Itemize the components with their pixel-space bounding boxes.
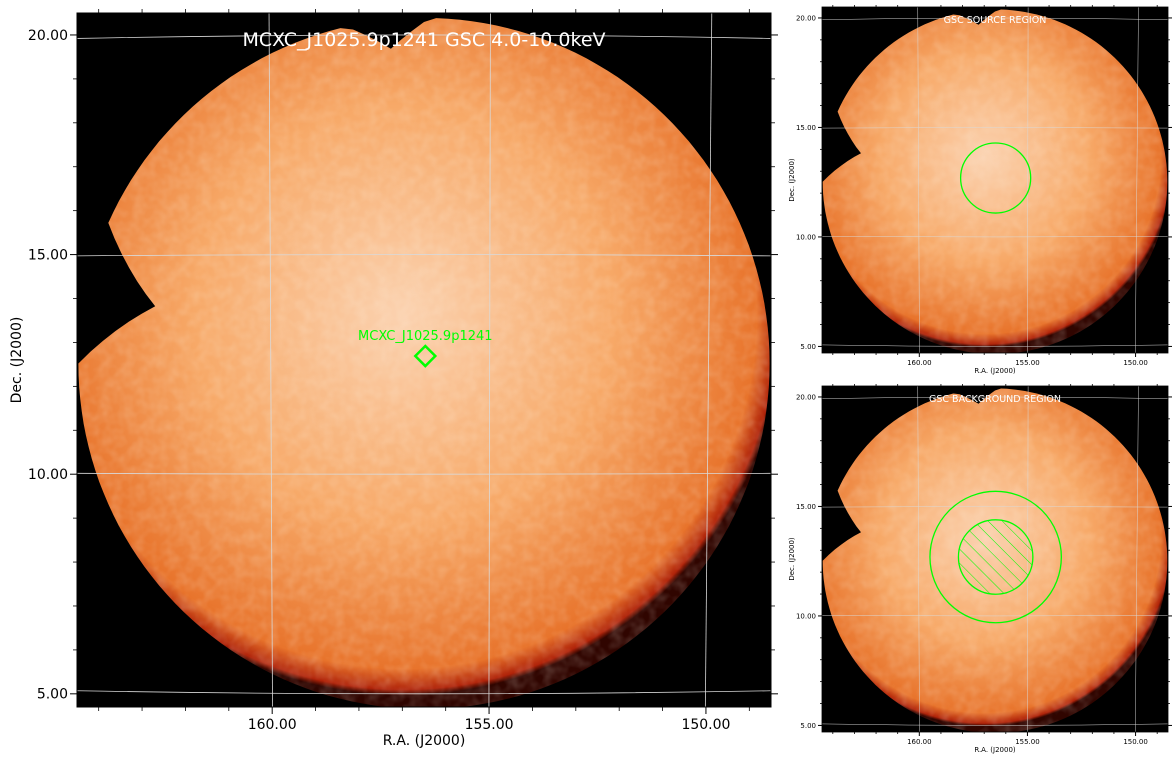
background-y-tick-label: 20.00	[796, 393, 816, 401]
main-y-tick-label: 15.00	[28, 247, 68, 263]
main-source-markers: MCXC_J1025.9p1241	[358, 329, 493, 368]
source-grid-dec-line	[822, 344, 1168, 347]
main-x-tick-label: 150.00	[681, 717, 730, 733]
source-grid-ra-line	[917, 7, 920, 353]
main-grid-ra-line	[488, 13, 491, 707]
source-title: GSC SOURCE REGION	[944, 15, 1047, 26]
source-count-map-disc	[822, 9, 1168, 353]
main-coordinate-grid	[77, 13, 771, 707]
source-axes-frame	[821, 6, 1169, 354]
main-x-tick-label: 160.00	[248, 717, 297, 733]
source-x-tick-label: 155.00	[1015, 359, 1040, 367]
source-region-panel: 160.00 155.00 150.00 5.00 10.00 15.00 20.00 GS…	[788, 5, 1172, 375]
source-y-tick-label: 15.00	[796, 124, 816, 132]
source-regions	[959, 142, 1032, 214]
background-regions	[929, 490, 1062, 624]
main-count-map-disc	[78, 18, 770, 707]
main-grid-dec-line	[77, 690, 771, 695]
source-tick-labels: 160.00 155.00 150.00 5.00 10.00 15.00 20.00	[796, 14, 1148, 367]
main-axes-frame	[76, 12, 772, 708]
background-annulus-outer-circle	[929, 490, 1062, 624]
background-x-tick-label: 150.00	[1123, 738, 1148, 746]
main-grid-ra-line	[704, 13, 713, 707]
source-marker-label: MCXC_J1025.9p1241	[358, 329, 493, 344]
source-x-tick-label: 150.00	[1123, 359, 1148, 367]
source-diamond-marker	[413, 344, 438, 368]
source-y-tick-label: 20.00	[796, 14, 816, 22]
source-grid-dec-line	[822, 17, 1168, 20]
background-grid-dec-line	[822, 723, 1168, 726]
source-disc-noise	[822, 9, 1168, 353]
background-grid-dec-line	[822, 396, 1168, 399]
main-grid-ra-line	[268, 13, 273, 707]
background-y-tick-label: 15.00	[796, 503, 816, 511]
main-disc-noise	[78, 18, 770, 707]
source-grid-ra-line	[1135, 7, 1139, 353]
background-region-panel: 160.00 155.00 150.00 5.00 10.00 15.00 20.00 GS…	[788, 384, 1172, 754]
source-y-tick-label: 10.00	[796, 233, 816, 241]
background-tick-labels: 160.00 155.00 150.00 5.00 10.00 15.00 20.00	[796, 393, 1148, 746]
main-y-tick-label: 5.00	[37, 687, 68, 703]
main-ylabel: Dec. (J2000)	[9, 317, 25, 404]
main-tick-marks	[70, 9, 778, 714]
background-y-tick-label: 5.00	[800, 722, 816, 730]
source-x-tick-label: 160.00	[907, 359, 932, 367]
background-y-tick-label: 10.00	[796, 612, 816, 620]
background-grid-ra-line	[1135, 386, 1139, 732]
main-y-tick-label: 20.00	[28, 28, 68, 44]
background-grid-dec-line	[822, 506, 1168, 508]
background-x-tick-label: 160.00	[907, 738, 932, 746]
background-ylabel: Dec. (J2000)	[788, 537, 796, 581]
source-y-tick-label: 5.00	[800, 343, 816, 351]
background-grid-ra-line	[917, 386, 920, 732]
source-grid-dec-line	[822, 127, 1168, 129]
background-tick-marks	[818, 384, 1172, 736]
source-ylabel: Dec. (J2000)	[788, 158, 796, 202]
background-axes-frame	[821, 385, 1169, 733]
main-grid-dec-line	[77, 34, 771, 39]
main-y-tick-label: 10.00	[28, 467, 68, 483]
main-grid-dec-line	[77, 254, 771, 257]
main-skymap-panel: 160.00 155.00 150.00 5.00 10.00 15.00 20.00 MC…	[9, 9, 778, 749]
background-title: GSC BACKGROUND REGION	[929, 394, 1061, 405]
background-coordinate-grid	[822, 386, 1168, 732]
main-tick-labels: 160.00 155.00 150.00 5.00 10.00 15.00 20.00	[28, 28, 731, 733]
background-excluded-inner-circle	[957, 519, 1034, 595]
source-tick-marks	[818, 5, 1172, 357]
main-x-tick-label: 155.00	[465, 717, 514, 733]
source-grid-ra-line	[1027, 7, 1029, 353]
background-x-tick-label: 155.00	[1015, 738, 1040, 746]
main-title: MCXC_J1025.9p1241 GSC 4.0-10.0keV	[242, 29, 605, 51]
source-xlabel: R.A. (J2000)	[974, 367, 1016, 375]
source-coordinate-grid	[822, 7, 1168, 353]
source-region-circle	[959, 142, 1032, 214]
main-xlabel: R.A. (J2000)	[383, 733, 466, 749]
main-grid-dec-line	[77, 472, 771, 475]
background-xlabel: R.A. (J2000)	[974, 746, 1016, 754]
